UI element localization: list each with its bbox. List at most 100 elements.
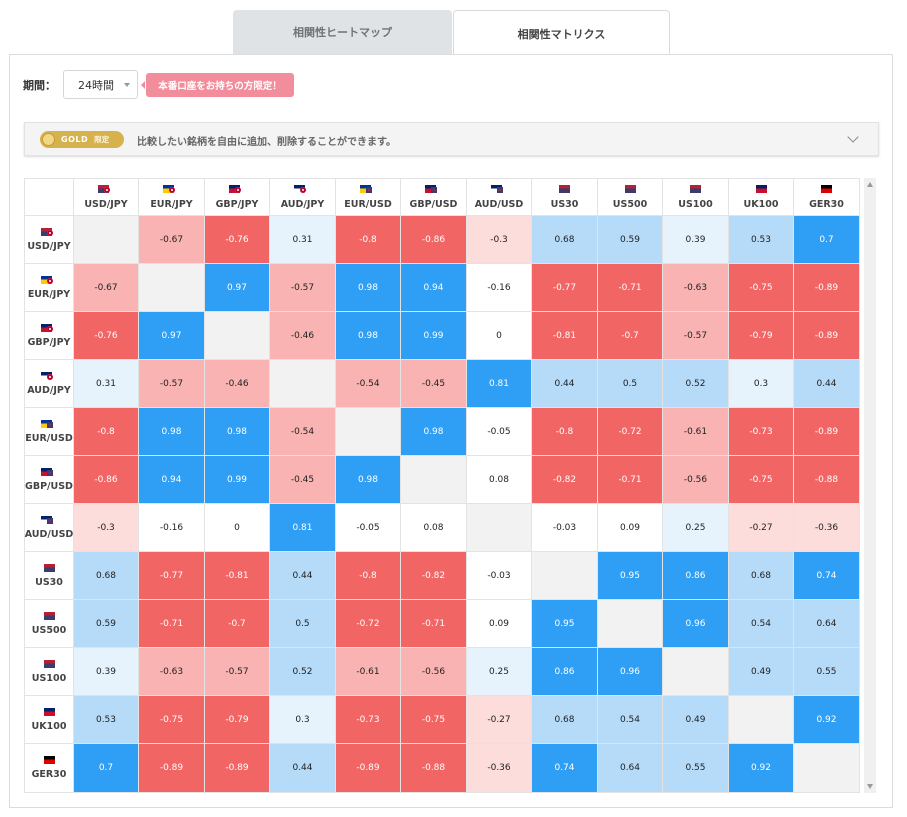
matrix-cell[interactable]: -0.16 (467, 264, 532, 312)
matrix-cell[interactable]: 0.92 (729, 744, 794, 793)
matrix-cell[interactable]: 0.09 (598, 504, 663, 552)
matrix-cell[interactable]: 0.68 (532, 696, 598, 744)
matrix-cell[interactable]: -0.76 (74, 312, 139, 360)
matrix-cell[interactable]: 0.68 (532, 216, 598, 264)
matrix-cell[interactable]: -0.63 (139, 648, 205, 696)
matrix-cell[interactable]: -0.8 (336, 216, 401, 264)
matrix-cell[interactable]: -0.16 (139, 504, 205, 552)
matrix-cell[interactable]: 0.08 (401, 504, 467, 552)
matrix-cell[interactable]: 0.92 (794, 696, 860, 744)
matrix-scrollbar[interactable] (864, 178, 876, 793)
matrix-cell[interactable]: -0.45 (401, 360, 467, 408)
matrix-cell[interactable]: 0.49 (729, 648, 794, 696)
matrix-cell[interactable]: -0.67 (139, 216, 205, 264)
matrix-cell[interactable]: 0.44 (270, 744, 336, 793)
matrix-cell[interactable]: 0.68 (74, 552, 139, 600)
matrix-cell[interactable]: 0.25 (663, 504, 729, 552)
matrix-cell[interactable]: -0.82 (401, 552, 467, 600)
matrix-cell[interactable]: -0.89 (794, 312, 860, 360)
matrix-cell[interactable]: 0.52 (270, 648, 336, 696)
matrix-cell[interactable]: -0.86 (401, 216, 467, 264)
matrix-cell[interactable]: 0.81 (270, 504, 336, 552)
matrix-cell[interactable]: 0.55 (794, 648, 860, 696)
matrix-cell[interactable]: -0.89 (336, 744, 401, 793)
matrix-cell[interactable]: 0.74 (794, 552, 860, 600)
matrix-cell[interactable]: 0.49 (663, 696, 729, 744)
matrix-cell[interactable]: 0.08 (467, 456, 532, 504)
matrix-cell[interactable]: -0.56 (663, 456, 729, 504)
tab-heatmap[interactable]: 相関性ヒートマップ (233, 10, 452, 54)
matrix-cell[interactable]: 0.81 (467, 360, 532, 408)
matrix-cell[interactable]: -0.05 (336, 504, 401, 552)
matrix-cell[interactable]: -0.81 (532, 312, 598, 360)
matrix-cell[interactable]: 0.59 (74, 600, 139, 648)
matrix-cell[interactable]: 0.95 (532, 600, 598, 648)
matrix-cell[interactable]: 0 (205, 504, 270, 552)
matrix-cell[interactable]: -0.57 (270, 264, 336, 312)
matrix-cell[interactable]: 0.44 (794, 360, 860, 408)
matrix-cell[interactable]: 0.53 (729, 216, 794, 264)
matrix-cell[interactable]: 0.98 (336, 456, 401, 504)
matrix-cell[interactable]: 0.68 (729, 552, 794, 600)
matrix-cell[interactable]: -0.72 (598, 408, 663, 456)
matrix-cell[interactable]: 0.5 (598, 360, 663, 408)
matrix-cell[interactable]: -0.88 (401, 744, 467, 793)
matrix-cell[interactable]: -0.57 (139, 360, 205, 408)
matrix-cell[interactable]: 0.98 (336, 312, 401, 360)
matrix-cell[interactable]: -0.46 (205, 360, 270, 408)
matrix-cell[interactable]: -0.27 (729, 504, 794, 552)
matrix-cell[interactable]: 0.64 (598, 744, 663, 793)
matrix-cell[interactable]: 0.5 (270, 600, 336, 648)
matrix-cell[interactable]: 0.25 (467, 648, 532, 696)
matrix-cell[interactable]: 0.52 (663, 360, 729, 408)
matrix-cell[interactable]: -0.57 (663, 312, 729, 360)
chevron-down-icon[interactable] (847, 131, 859, 143)
matrix-cell[interactable]: 0.39 (663, 216, 729, 264)
matrix-cell[interactable]: -0.89 (205, 744, 270, 793)
matrix-cell[interactable]: -0.76 (205, 216, 270, 264)
scroll-down-icon[interactable] (867, 784, 873, 789)
matrix-cell[interactable]: -0.54 (270, 408, 336, 456)
matrix-cell[interactable]: -0.63 (663, 264, 729, 312)
matrix-cell[interactable]: -0.77 (139, 552, 205, 600)
matrix-cell[interactable]: -0.71 (401, 600, 467, 648)
matrix-cell[interactable]: -0.88 (794, 456, 860, 504)
matrix-cell[interactable]: 0.64 (794, 600, 860, 648)
matrix-cell[interactable]: -0.75 (401, 696, 467, 744)
matrix-cell[interactable]: 0 (467, 312, 532, 360)
matrix-cell[interactable]: 0.44 (270, 552, 336, 600)
matrix-cell[interactable]: 0.54 (729, 600, 794, 648)
matrix-cell[interactable]: -0.81 (205, 552, 270, 600)
matrix-cell[interactable]: 0.55 (663, 744, 729, 793)
tab-matrix[interactable]: 相関性マトリクス (453, 10, 670, 56)
scroll-up-icon[interactable] (867, 182, 873, 187)
matrix-cell[interactable]: -0.61 (663, 408, 729, 456)
matrix-cell[interactable]: 0.31 (270, 216, 336, 264)
matrix-cell[interactable]: 0.99 (205, 456, 270, 504)
matrix-cell[interactable]: 0.99 (401, 312, 467, 360)
matrix-cell[interactable]: 0.59 (598, 216, 663, 264)
matrix-cell[interactable]: -0.86 (74, 456, 139, 504)
matrix-cell[interactable]: -0.27 (467, 696, 532, 744)
matrix-cell[interactable]: -0.79 (205, 696, 270, 744)
matrix-cell[interactable]: 0.7 (794, 216, 860, 264)
matrix-cell[interactable]: 0.97 (139, 312, 205, 360)
matrix-cell[interactable]: -0.79 (729, 312, 794, 360)
matrix-cell[interactable]: -0.71 (598, 264, 663, 312)
matrix-cell[interactable]: 0.53 (74, 696, 139, 744)
matrix-cell[interactable]: 0.54 (598, 696, 663, 744)
matrix-cell[interactable]: -0.56 (401, 648, 467, 696)
matrix-cell[interactable]: -0.57 (205, 648, 270, 696)
matrix-cell[interactable]: 0.98 (205, 408, 270, 456)
matrix-cell[interactable]: -0.75 (729, 264, 794, 312)
matrix-cell[interactable]: -0.73 (336, 696, 401, 744)
matrix-cell[interactable]: -0.46 (270, 312, 336, 360)
matrix-cell[interactable]: 0.86 (663, 552, 729, 600)
matrix-cell[interactable]: -0.3 (467, 216, 532, 264)
matrix-cell[interactable]: -0.3 (74, 504, 139, 552)
matrix-cell[interactable]: -0.8 (532, 408, 598, 456)
matrix-cell[interactable]: 0.94 (139, 456, 205, 504)
matrix-cell[interactable]: 0.86 (532, 648, 598, 696)
matrix-cell[interactable]: -0.89 (794, 264, 860, 312)
matrix-cell[interactable]: 0.3 (270, 696, 336, 744)
